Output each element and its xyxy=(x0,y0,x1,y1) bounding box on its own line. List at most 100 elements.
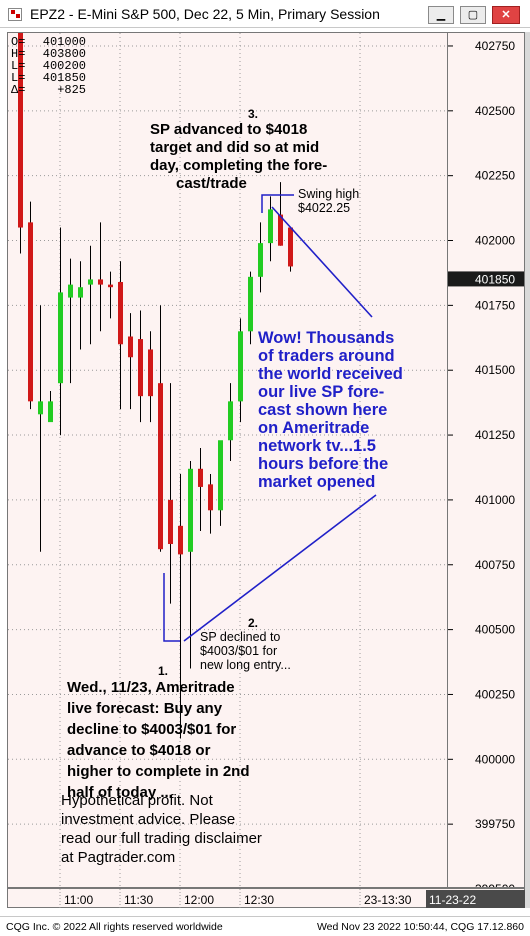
price-axis[interactable]: 399500 399750 400000 400250 400500 400750 4010… xyxy=(448,32,525,888)
candle-body-24 xyxy=(258,243,263,277)
annotation-3-line-3: day, completing the fore- xyxy=(150,157,327,174)
price-tick-label-13: 402750 xyxy=(475,39,515,53)
ohlc-label-2: L= xyxy=(11,59,25,73)
price-tick-label-5: 400750 xyxy=(475,558,515,572)
candle-21 xyxy=(228,383,233,461)
candle-0 xyxy=(18,33,23,254)
candle-body-1 xyxy=(28,222,33,402)
candle-body-6 xyxy=(78,287,83,298)
date-label: 11-23-22 xyxy=(429,893,476,907)
wow-line-3: the world received xyxy=(258,365,403,383)
ohlc-label-1: H= xyxy=(11,47,25,61)
price-tick-label-1: 399750 xyxy=(475,817,515,831)
price-tick-label-9: 401750 xyxy=(475,298,515,312)
annotation-2-line-1: SP declined to xyxy=(200,630,280,644)
candle-body-10 xyxy=(118,282,123,345)
annotation-2-number: 2. xyxy=(248,616,258,630)
annotation-2: 2. SP declined to $4003/$01 for new long… xyxy=(200,616,291,672)
price-tick-label-0: 399500 xyxy=(475,882,515,888)
candle-25 xyxy=(268,196,273,262)
price-axis-labels: 399500 399750 400000 400250 400500 400750 4010… xyxy=(448,39,515,888)
annotation-1-line-6: half of today ... xyxy=(67,784,173,801)
wow-line-5: cast shown here xyxy=(258,401,387,419)
candle-body-19 xyxy=(208,484,213,511)
candle-body-8 xyxy=(98,279,103,285)
wow-line-7: network tv...1.5 xyxy=(258,437,376,455)
swing-high-label: Swing high $4022.25 xyxy=(298,187,359,215)
status-copyright: CQG Inc. © 2022 All rights reserved worl… xyxy=(6,921,223,933)
pointer-line-wow-to-low xyxy=(183,494,377,642)
candle-body-20 xyxy=(218,440,223,511)
chart-plot-area[interactable]: O= 401000 H= 403800 L= 400200 L= 401850 Δ= +825 3… xyxy=(7,32,448,888)
price-tick-label-11: 402250 xyxy=(475,169,515,183)
annotation-1-line-5: higher to complete in 2nd xyxy=(67,763,250,780)
candle-body-7 xyxy=(88,279,93,285)
window-title: EPZ2 - E-Mini S&P 500, Dec 22, 5 Min, Pr… xyxy=(30,6,380,22)
disclaimer-line-4: at Pagtrader.com xyxy=(61,849,175,866)
candle-body-21 xyxy=(228,401,233,441)
wow-annotation: Wow! Thousands of traders around the wor… xyxy=(258,329,403,491)
wow-line-2: of traders around xyxy=(258,347,395,365)
candle-20 xyxy=(218,440,223,526)
candle-14 xyxy=(158,305,163,552)
time-axis[interactable]: 11:00 11:30 12:00 12:30 23-13:30 11-23-22 xyxy=(7,888,526,909)
candle-23 xyxy=(248,271,253,345)
annotation-2-line-3: new long entry... xyxy=(200,658,291,672)
maximize-button[interactable]: ▢ xyxy=(460,6,486,24)
candle-body-25 xyxy=(268,209,273,244)
maximize-icon: ▢ xyxy=(467,9,479,21)
annotation-1-line-1: Wed., 11/23, Ameritrade xyxy=(67,679,235,696)
close-button[interactable]: ✕ xyxy=(492,6,520,24)
candle-body-17 xyxy=(188,468,193,552)
swing-high-line-2: $4022.25 xyxy=(298,201,350,215)
ohlc-readout: O= 401000 H= 403800 L= 400200 L= 401850 Δ= +825 xyxy=(11,35,86,97)
wow-line-9: market opened xyxy=(258,473,375,491)
time-axis-labels: 11:00 11:30 12:00 12:30 23-13:30 xyxy=(59,889,412,909)
candle-body-11 xyxy=(128,336,133,358)
price-tick-label-8: 401500 xyxy=(475,363,515,377)
minimize-button[interactable]: ▁ xyxy=(428,6,454,24)
candle-body-4 xyxy=(58,292,63,384)
annotation-3: 3. SP advanced to $4018 target and did s… xyxy=(150,107,327,192)
candle-9 xyxy=(108,271,113,319)
bracket-line-low xyxy=(163,573,180,642)
last-price-marker: 401850 xyxy=(448,271,524,287)
candle-2 xyxy=(38,305,43,552)
candle-22 xyxy=(238,318,243,423)
candle-body-13 xyxy=(148,349,153,397)
candle-body-9 xyxy=(108,284,113,288)
disclaimer-line-3: read our full trading disclaimer xyxy=(61,830,262,847)
candle-6 xyxy=(78,261,83,350)
price-tick-label-7: 401250 xyxy=(475,428,515,442)
candle-4 xyxy=(58,227,63,436)
time-axis-svg: 11:00 11:30 12:00 12:30 23-13:30 11-23-22 xyxy=(59,889,526,909)
candle-body-5 xyxy=(68,284,73,298)
candle-1 xyxy=(28,201,33,410)
time-tick-label-0: 11:00 xyxy=(64,893,93,907)
chart-svg: O= 401000 H= 403800 L= 400200 L= 401850 Δ= +825 3… xyxy=(8,33,447,887)
bracket-line-swing-high xyxy=(261,194,294,213)
candle-11 xyxy=(128,313,133,410)
disclaimer-line-1: Hypothetical profit. Not xyxy=(61,792,214,809)
candle-body-2 xyxy=(38,401,43,415)
candle-body-23 xyxy=(248,276,253,332)
price-tick-label-10: 402000 xyxy=(475,234,515,248)
annotation-1: 1. Wed., 11/23, Ameritrade live forecast… xyxy=(67,664,250,801)
candle-layer xyxy=(18,33,293,739)
ohlc-value-2: 400200 xyxy=(43,59,86,73)
candle-body-22 xyxy=(238,331,243,402)
pointer-line-wow-to-swing xyxy=(271,206,373,318)
candle-15 xyxy=(168,383,173,604)
minimize-icon: ▁ xyxy=(436,9,446,21)
candle-body-15 xyxy=(168,499,173,545)
wow-line-6: on Ameritrade xyxy=(258,419,369,437)
wow-line-1: Wow! Thousands xyxy=(258,329,394,347)
price-tick-label-12: 402500 xyxy=(475,104,515,118)
time-tick-label-3: 12:30 xyxy=(244,893,274,907)
candle-17 xyxy=(188,461,193,669)
time-tick-label-4: 23-13:30 xyxy=(364,893,412,907)
ohlc-value-1: 403800 xyxy=(43,47,86,61)
last-price-box xyxy=(448,271,524,287)
annotation-3-line-2: target and did so at mid xyxy=(150,139,319,156)
ohlc-value-4: +825 xyxy=(57,83,86,97)
